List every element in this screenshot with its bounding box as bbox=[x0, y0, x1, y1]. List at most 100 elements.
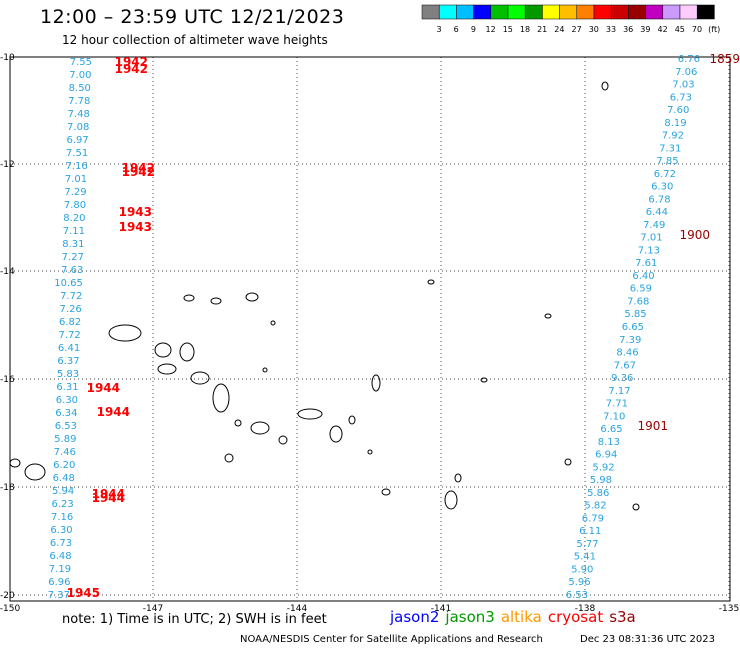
swh-value: 7.19 bbox=[49, 564, 71, 575]
swh-value: 6.73 bbox=[50, 538, 72, 549]
island bbox=[183, 294, 195, 302]
swh-value: 7.46 bbox=[54, 447, 76, 458]
island bbox=[245, 292, 259, 302]
swh-value: 5.96 bbox=[568, 577, 590, 588]
island-outlines bbox=[9, 81, 640, 511]
pass-time-label: 1942 bbox=[122, 161, 155, 175]
colorbar-label: 12 bbox=[486, 25, 496, 34]
satellite-legend: jason2 jason3 altika cryosat s3a bbox=[390, 608, 642, 626]
swh-value: 6.53 bbox=[566, 590, 588, 601]
swh-value: 7.72 bbox=[58, 330, 80, 341]
island bbox=[157, 363, 177, 375]
swh-value: 6.65 bbox=[600, 424, 622, 435]
swh-value: 7.17 bbox=[608, 386, 630, 397]
swh-value: 6.82 bbox=[59, 317, 81, 328]
swh-value: 7.48 bbox=[68, 109, 90, 120]
island bbox=[454, 473, 462, 483]
pass-time-label: 1859 bbox=[709, 52, 740, 66]
swh-value: 6.23 bbox=[51, 499, 73, 510]
swh-value: 7.16 bbox=[65, 161, 87, 172]
swh-value: 5.41 bbox=[574, 552, 596, 563]
note-text: note: 1) Time is in UTC; 2) SWH is in fe… bbox=[62, 612, 327, 627]
swh-value: 9.36 bbox=[611, 373, 633, 384]
swh-value: 6.34 bbox=[55, 408, 77, 419]
lat-label: -16 bbox=[0, 375, 15, 385]
legend-item-altika: altika bbox=[500, 608, 542, 626]
island bbox=[348, 415, 356, 425]
lon-label: -135 bbox=[719, 604, 739, 614]
island bbox=[262, 367, 268, 373]
pass-time-label: 1942 bbox=[115, 55, 148, 69]
swh-value: 6.37 bbox=[57, 356, 79, 367]
legend-item-cryosat: cryosat bbox=[547, 608, 604, 626]
swh-value: 7.55 bbox=[70, 57, 92, 68]
island bbox=[480, 377, 488, 383]
swh-value: 6.30 bbox=[50, 525, 72, 536]
pass-time-label: 1944 bbox=[97, 405, 130, 419]
swh-value: 7.31 bbox=[659, 143, 681, 154]
swh-value: 6.96 bbox=[48, 577, 70, 588]
pass-time-label: 1944 bbox=[87, 381, 120, 395]
swh-value: 7.08 bbox=[67, 122, 89, 133]
island bbox=[297, 408, 323, 420]
swh-value: 7.67 bbox=[614, 360, 636, 371]
swh-value: 6.59 bbox=[630, 284, 652, 295]
island bbox=[278, 435, 288, 445]
swh-value: 6.53 bbox=[55, 421, 77, 432]
colorbar-swatch bbox=[696, 4, 715, 20]
colorbar-label: 42 bbox=[658, 25, 668, 34]
lon-label: -147 bbox=[143, 604, 163, 614]
pass-time-label: 1944 bbox=[92, 487, 125, 501]
island bbox=[190, 371, 210, 385]
swh-value: 5.82 bbox=[584, 501, 606, 512]
swh-value: 7.27 bbox=[62, 252, 84, 263]
island bbox=[212, 383, 230, 413]
swh-value: 7.13 bbox=[638, 245, 660, 256]
island bbox=[179, 342, 195, 362]
swh-value: 7.11 bbox=[63, 226, 85, 237]
legend-item-jason2: jason2 bbox=[390, 608, 440, 626]
swh-value: 5.89 bbox=[54, 434, 76, 445]
lon-label: -150 bbox=[0, 604, 20, 614]
swh-value: 5.83 bbox=[57, 369, 79, 380]
swh-value: 6.65 bbox=[622, 322, 644, 333]
swh-colorbar: 3 6 9 12 15 18 21 24 27 30 33 36 39 42 45 70 (ft) bbox=[421, 4, 720, 34]
swh-value: 7.16 bbox=[51, 512, 73, 523]
swh-value: 5.94 bbox=[52, 486, 74, 497]
island bbox=[270, 320, 276, 326]
island bbox=[381, 488, 391, 496]
colorbar-label: 9 bbox=[471, 25, 476, 34]
swh-value: 7.63 bbox=[61, 265, 83, 276]
altimeter-track-left: 7.55 7.00 8.50 7.78 7.48 7.08 6.97 7.51 7.16 7.01… bbox=[48, 57, 92, 601]
colorbar-label: 39 bbox=[640, 25, 650, 34]
island bbox=[234, 419, 242, 427]
swh-value: 6.30 bbox=[651, 182, 673, 193]
swh-value: 6.48 bbox=[49, 551, 71, 562]
island bbox=[9, 458, 21, 468]
swh-value: 7.37 bbox=[48, 590, 70, 601]
swh-value: 6.94 bbox=[595, 450, 617, 461]
swh-value: 6.73 bbox=[670, 92, 692, 103]
swh-value: 6.44 bbox=[646, 207, 668, 218]
swh-value: 6.41 bbox=[58, 343, 80, 354]
colorbar-label: 21 bbox=[537, 25, 547, 34]
swh-value: 7.26 bbox=[60, 304, 82, 315]
colorbar-label: 45 bbox=[675, 25, 685, 34]
altimeter-track-right: 6.76 7.06 7.036.73 7.60 8.19 7.927.31 7.85 6.72… bbox=[566, 54, 700, 601]
swh-value: 7.71 bbox=[606, 399, 628, 410]
lat-label: -14 bbox=[0, 267, 15, 277]
lon-label: -141 bbox=[431, 604, 451, 614]
map-grid: -10 -12 -14 -16 -18 -20 -150 -147 -144 -141 -138 -1… bbox=[0, 53, 739, 614]
lon-label: -144 bbox=[287, 604, 308, 614]
swh-value: 7.92 bbox=[662, 131, 684, 142]
colorbar-label: 15 bbox=[503, 25, 513, 34]
swh-value: 5.86 bbox=[587, 488, 609, 499]
island bbox=[544, 313, 552, 319]
island bbox=[154, 342, 172, 358]
swh-value: 6.40 bbox=[632, 271, 654, 282]
swh-value: 8.31 bbox=[62, 239, 84, 250]
page-subtitle: 12 hour collection of altimeter wave hei… bbox=[62, 33, 328, 47]
swh-value: 6.76 bbox=[678, 54, 700, 65]
swh-value: 7.78 bbox=[68, 96, 90, 107]
